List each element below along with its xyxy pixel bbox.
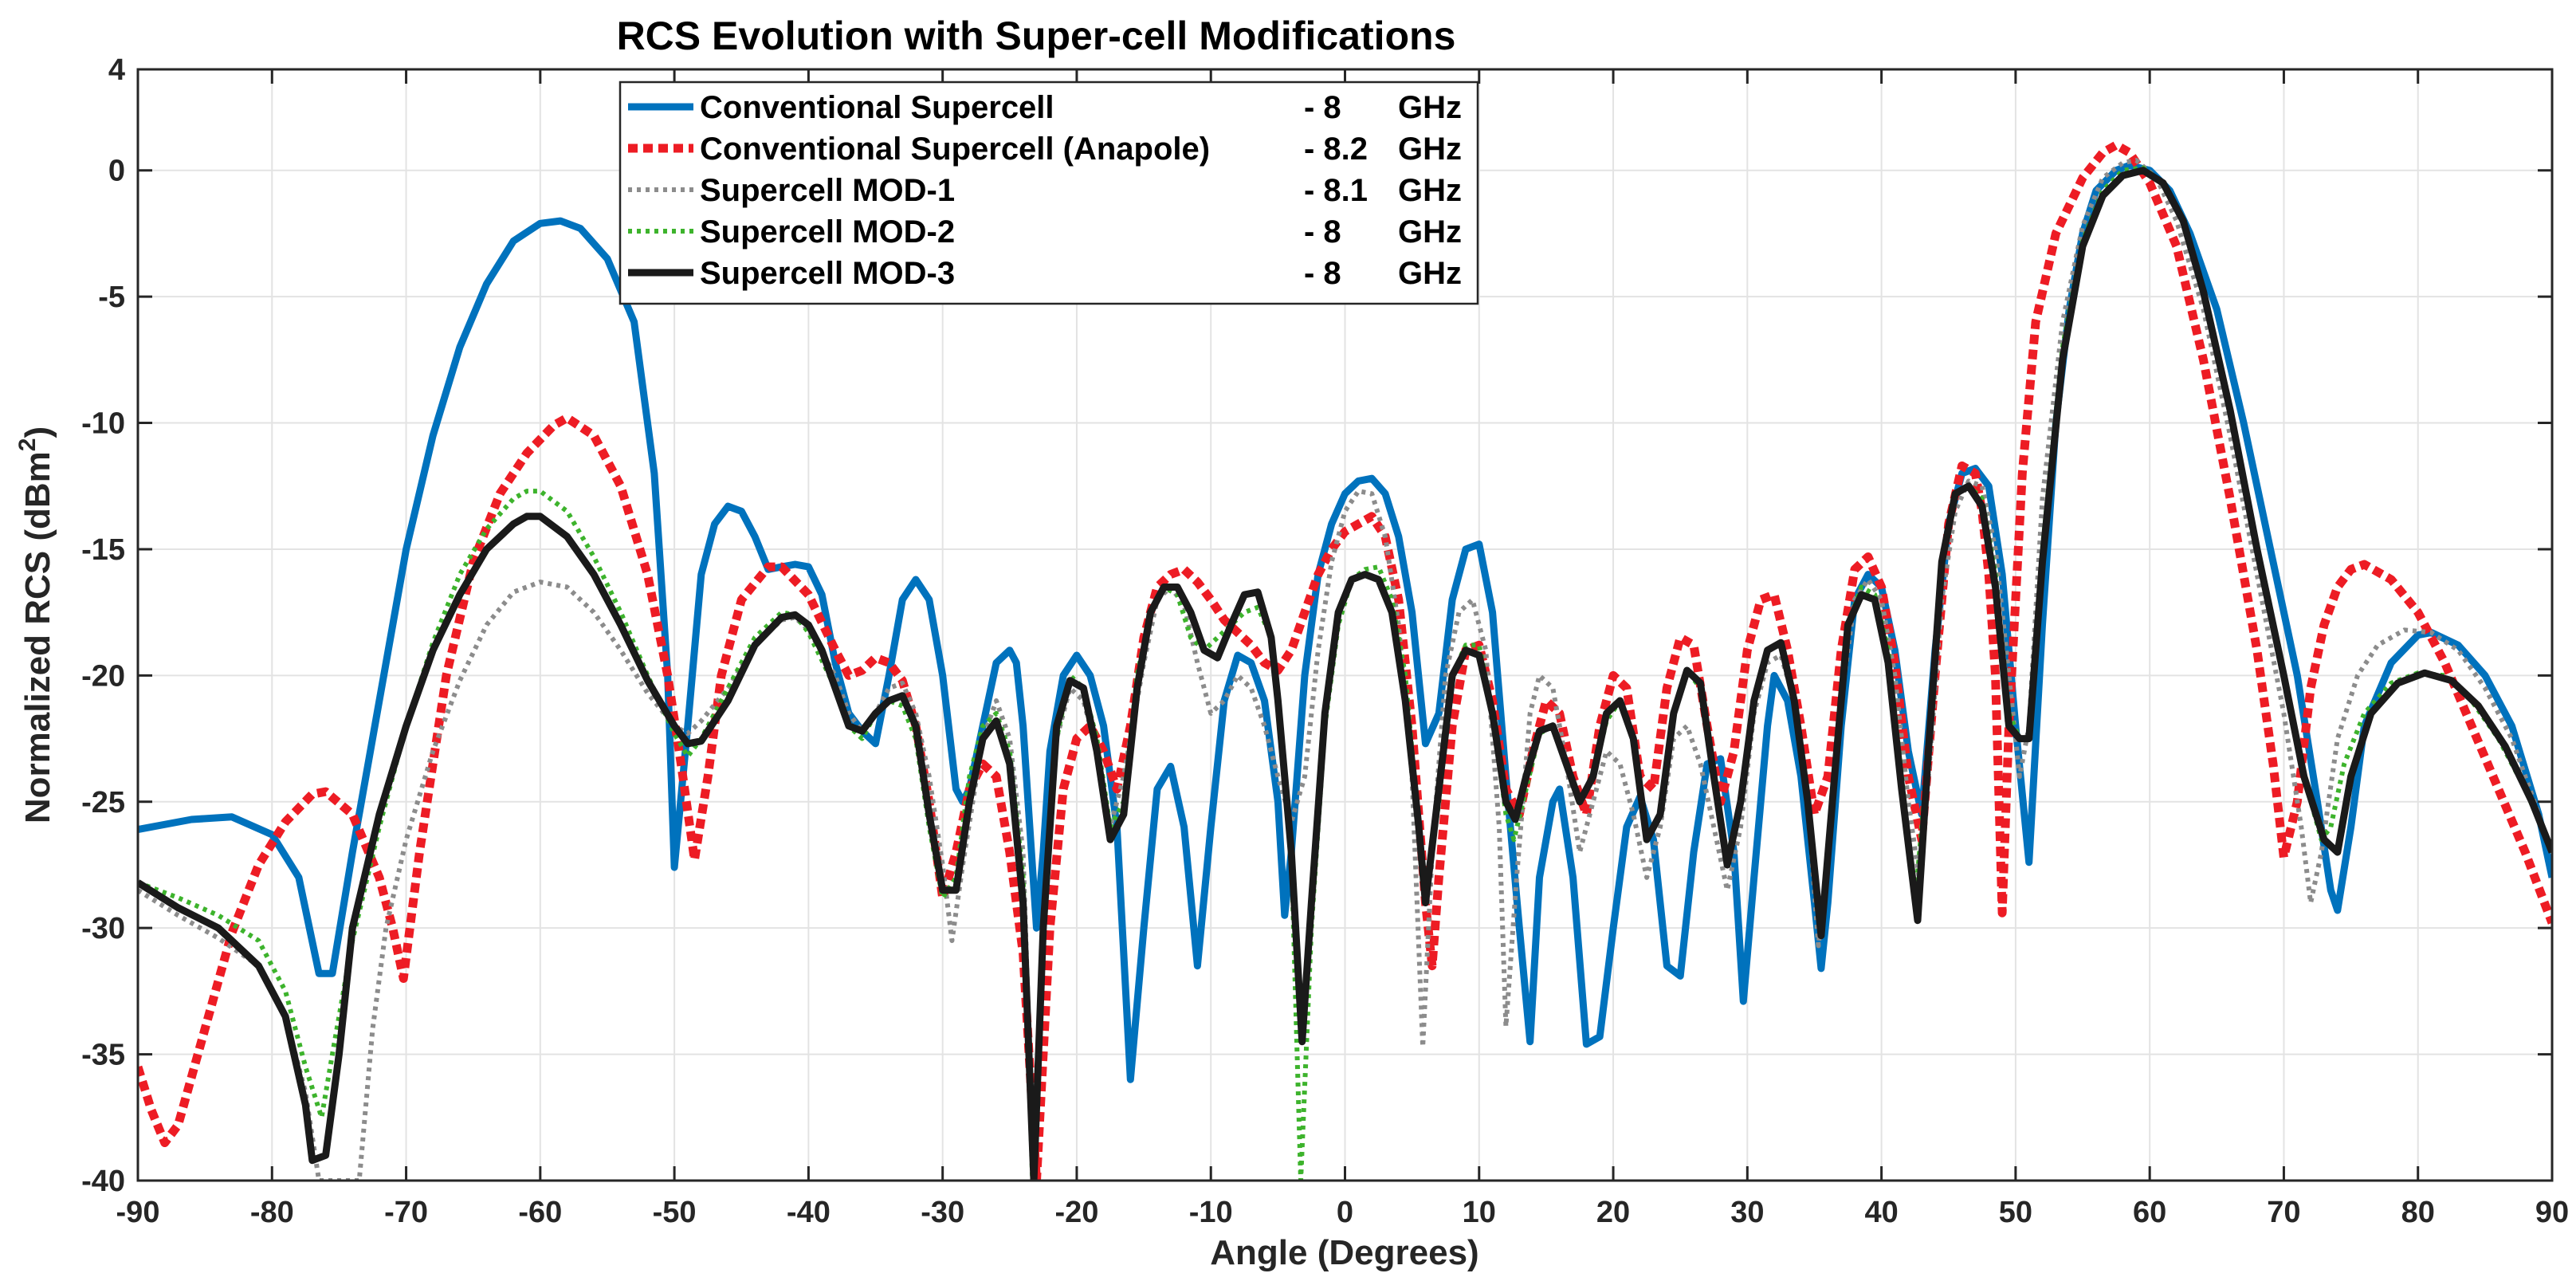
legend-unit-2: GHz	[1398, 132, 1462, 167]
y-axis-title-sup: 2	[14, 438, 41, 452]
legend-label-2: Conventional Supercell (Anapole)	[700, 132, 1210, 167]
x-tick-label: 80	[2401, 1196, 2435, 1229]
legend-label-3: Supercell MOD-1	[700, 173, 955, 208]
series-line-5	[138, 167, 2552, 1181]
y-tick-label: 4	[108, 53, 125, 87]
x-tick-label: -50	[653, 1196, 697, 1229]
x-tick-label: 90	[2535, 1196, 2569, 1229]
legend-freq-2: - 8.2	[1304, 132, 1368, 167]
y-tick-labels: -40 -35 -30 -25 -20 -15 -10 -5 0 4	[81, 53, 125, 1198]
legend-unit-1: GHz	[1398, 90, 1462, 125]
ticks	[136, 68, 2554, 1182]
legend-label-1: Conventional Supercell	[700, 90, 1054, 125]
x-tick-label: -70	[384, 1196, 428, 1229]
x-tick-label: -10	[1189, 1196, 1233, 1229]
x-tick-label: -80	[250, 1196, 294, 1229]
y-tick-label: -35	[81, 1039, 125, 1072]
x-tick-label: -30	[921, 1196, 964, 1229]
x-tick-label: 30	[1730, 1196, 1764, 1229]
y-tick-label: 0	[108, 155, 125, 188]
legend-freq-3: - 8.1	[1304, 173, 1368, 208]
x-tick-label: 0	[1337, 1196, 1353, 1229]
legend-unit-4: GHz	[1398, 214, 1462, 250]
y-tick-label: -5	[98, 281, 125, 314]
x-tick-label: 10	[1463, 1196, 1496, 1229]
legend-box	[618, 81, 1479, 305]
x-tick-label: 60	[2133, 1196, 2166, 1229]
x-tick-label: -60	[518, 1196, 562, 1229]
y-axis-title-main: Normalized RCS (dBm	[18, 451, 57, 823]
x-tick-label: 40	[1864, 1196, 1898, 1229]
y-tick-label: -15	[81, 533, 125, 567]
x-tick-label: 20	[1596, 1196, 1630, 1229]
y-axis-title-close: )	[18, 426, 57, 438]
x-axis-title: Angle (Degrees)	[1210, 1233, 1478, 1272]
legend-unit-3: GHz	[1398, 173, 1462, 208]
series-line-1	[138, 161, 2552, 1083]
legend: Conventional Supercell - 8 GHz Conventional…	[618, 81, 1479, 305]
x-tick-label: 50	[1999, 1196, 2032, 1229]
x-tick-label: -20	[1054, 1196, 1098, 1229]
legend-freq-4: - 8	[1304, 214, 1341, 250]
legend-freq-5: - 8	[1304, 256, 1341, 291]
legend-freq-1: - 8	[1304, 90, 1341, 125]
y-tick-label: -25	[81, 786, 125, 819]
y-tick-label: -40	[81, 1165, 125, 1198]
legend-unit-5: GHz	[1398, 256, 1462, 291]
legend-label-5: Supercell MOD-3	[700, 256, 955, 291]
x-tick-label: -90	[116, 1196, 160, 1229]
x-tick-labels: -90 -80 -70 -60 -50 -40 -30 -20 -10 0 10 20 30 40 50 60…	[116, 1196, 2570, 1229]
y-tick-label: -20	[81, 659, 125, 693]
series-group	[138, 140, 2552, 1181]
y-tick-label: -30	[81, 912, 125, 945]
chart-title: RCS Evolution with Super-cell Modificati…	[617, 14, 1456, 58]
x-tick-label: -40	[787, 1196, 831, 1229]
legend-label-4: Supercell MOD-2	[700, 214, 955, 250]
y-tick-label: -10	[81, 407, 125, 441]
x-tick-label: 70	[2267, 1196, 2300, 1229]
y-axis-title: Normalized RCS (dBm2)	[14, 426, 57, 823]
